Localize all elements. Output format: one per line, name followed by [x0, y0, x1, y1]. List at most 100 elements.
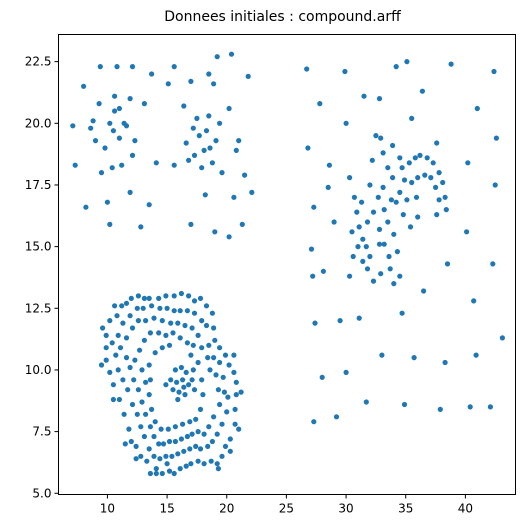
data-point	[149, 71, 155, 77]
data-point	[217, 359, 223, 366]
data-point	[415, 175, 421, 181]
data-point	[219, 421, 225, 427]
data-point	[351, 194, 357, 200]
data-point	[397, 189, 403, 195]
y-tick-label: 5.0	[32, 486, 51, 500]
data-point	[193, 416, 199, 422]
data-point	[172, 367, 178, 373]
data-point	[444, 261, 451, 267]
data-point	[159, 318, 165, 324]
data-point	[492, 182, 498, 188]
data-point	[194, 115, 200, 121]
data-point	[212, 337, 218, 343]
data-point	[214, 54, 220, 60]
data-point	[401, 177, 408, 183]
data-point	[156, 330, 162, 336]
data-point	[158, 426, 164, 432]
data-point	[177, 308, 183, 314]
data-point	[133, 456, 139, 462]
data-point	[320, 268, 326, 274]
data-point	[400, 212, 406, 218]
data-point	[224, 409, 230, 415]
data-point	[184, 340, 190, 346]
data-point	[409, 179, 415, 186]
data-point	[349, 229, 355, 235]
data-point	[135, 318, 141, 324]
data-point	[149, 406, 155, 412]
data-point	[430, 160, 436, 166]
data-point	[183, 140, 189, 146]
data-point	[186, 293, 192, 299]
data-point	[376, 241, 383, 247]
data-point	[160, 441, 167, 447]
data-point	[102, 145, 108, 151]
data-point	[165, 426, 171, 432]
data-point	[182, 392, 188, 398]
data-point	[343, 369, 349, 375]
data-point	[325, 184, 331, 190]
data-point	[178, 436, 184, 442]
data-point	[385, 219, 391, 225]
data-point	[138, 424, 144, 430]
y-tick-label: 20.0	[25, 116, 52, 130]
data-point	[168, 377, 174, 383]
data-point	[127, 313, 133, 319]
data-point	[129, 64, 136, 70]
data-point	[363, 399, 369, 405]
x-tick-label: 25	[279, 502, 294, 516]
data-point	[197, 406, 204, 412]
data-point	[359, 199, 365, 205]
data-point	[206, 424, 212, 430]
data-point	[166, 342, 173, 348]
x-tick-label: 40	[458, 502, 473, 516]
data-point	[219, 170, 225, 176]
data-point	[201, 461, 207, 467]
data-point	[146, 392, 152, 398]
data-point	[157, 305, 163, 311]
data-point	[225, 394, 231, 400]
data-point	[388, 197, 394, 203]
data-point	[376, 226, 383, 232]
data-point	[128, 295, 134, 301]
data-point	[163, 382, 169, 388]
data-point	[125, 387, 131, 393]
data-point	[443, 207, 449, 213]
data-point	[367, 182, 373, 188]
data-point	[195, 429, 201, 435]
data-point	[222, 443, 229, 449]
data-point	[433, 184, 439, 190]
data-point	[201, 431, 207, 437]
data-point	[380, 184, 386, 190]
data-point	[131, 377, 137, 383]
data-point	[227, 448, 233, 454]
data-point	[132, 357, 138, 363]
data-point	[337, 318, 343, 324]
data-point	[184, 308, 190, 314]
data-point	[143, 379, 149, 385]
data-point	[146, 295, 152, 301]
data-point	[165, 81, 171, 87]
data-point	[109, 340, 115, 346]
data-point	[199, 318, 205, 324]
data-point	[236, 426, 242, 432]
data-points	[70, 51, 505, 477]
data-point	[107, 221, 113, 227]
x-tick-label: 20	[219, 502, 234, 516]
data-point	[206, 71, 212, 77]
data-point	[421, 288, 427, 294]
data-point	[319, 374, 325, 380]
data-point	[126, 426, 132, 432]
data-point	[342, 68, 348, 75]
data-point	[146, 446, 152, 452]
data-point	[387, 266, 393, 272]
data-point	[183, 463, 189, 469]
data-point	[226, 105, 232, 112]
data-point	[406, 160, 412, 166]
data-point	[116, 105, 122, 112]
data-point	[135, 293, 141, 299]
data-point	[213, 372, 219, 378]
data-point	[119, 303, 125, 309]
data-point	[143, 318, 149, 324]
data-point	[172, 424, 178, 430]
data-point	[333, 414, 340, 420]
